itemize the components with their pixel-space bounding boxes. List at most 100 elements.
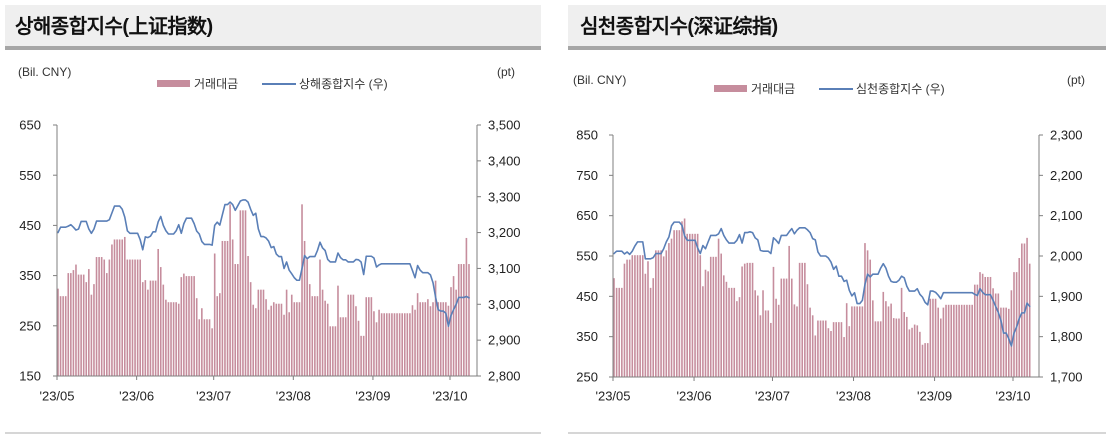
bar <box>108 259 111 376</box>
bar <box>1028 263 1031 377</box>
x-axis-tick-label: '23/07 <box>755 389 790 404</box>
bar <box>455 289 457 376</box>
bar <box>301 204 303 376</box>
bar <box>945 304 947 377</box>
bar <box>195 298 198 376</box>
bar <box>131 259 134 376</box>
bar <box>1002 307 1005 377</box>
x-axis-tick-label: '23/05 <box>595 389 630 404</box>
x-axis-tick-label: '23/08 <box>836 389 871 404</box>
bar <box>992 288 994 377</box>
bar <box>733 287 736 377</box>
bar <box>72 270 75 376</box>
bar-swatch-icon <box>714 85 747 92</box>
bar <box>843 337 845 377</box>
bar <box>777 304 780 377</box>
bar <box>681 221 683 377</box>
x-axis-tick-label: '23/08 <box>276 389 311 404</box>
bar <box>877 321 879 377</box>
bar <box>421 302 424 376</box>
bar <box>1026 237 1028 377</box>
bar <box>314 296 316 376</box>
bar <box>141 282 144 376</box>
bar <box>702 286 704 377</box>
bar <box>973 284 976 377</box>
bar <box>298 302 301 376</box>
bar <box>809 307 811 377</box>
x-axis-tick-label: '23/10 <box>432 389 467 404</box>
right-axis-tick-label: 3,200 <box>488 225 521 240</box>
bottom-divider <box>5 432 541 434</box>
x-axis-tick-label: '23/10 <box>995 389 1030 404</box>
bar <box>741 266 743 377</box>
bar <box>657 250 660 377</box>
bar <box>157 248 159 376</box>
bar <box>62 296 64 376</box>
bar <box>838 322 840 377</box>
bar <box>775 298 777 377</box>
bar <box>401 313 403 376</box>
x-axis-tick-label: '23/07 <box>196 389 231 404</box>
bar <box>445 302 447 376</box>
bar <box>958 304 960 377</box>
plot-area: 650 550 450 350 250 150 3,500 3,400 3,300 3,200 3,… <box>19 118 521 404</box>
bar <box>756 295 759 377</box>
bar <box>172 302 175 376</box>
bar <box>321 289 324 376</box>
bar <box>720 253 722 377</box>
bar <box>293 302 296 376</box>
bar <box>373 311 375 376</box>
bar <box>93 284 95 376</box>
bar <box>450 287 452 376</box>
bar <box>798 262 801 377</box>
bar <box>989 276 992 377</box>
bar <box>979 272 981 377</box>
bar <box>649 287 652 377</box>
bar <box>285 289 288 376</box>
left-axis-tick-label: 350 <box>19 268 41 283</box>
bar <box>845 303 848 377</box>
left-axis-tick-label: 250 <box>19 318 41 333</box>
right-axis-tick-label: 3,400 <box>488 153 521 168</box>
bar <box>725 281 728 377</box>
bar <box>368 297 370 376</box>
bar <box>1005 307 1007 377</box>
bar <box>665 250 668 377</box>
bar <box>403 313 406 376</box>
bar <box>329 326 332 376</box>
bar <box>764 310 767 377</box>
bar <box>953 304 955 377</box>
bar <box>767 310 770 377</box>
bar <box>319 259 321 376</box>
bar <box>339 317 342 376</box>
bar-series-trading-value <box>613 218 1031 377</box>
bar <box>754 290 756 377</box>
bar <box>411 305 414 376</box>
bar <box>398 313 401 376</box>
bar <box>149 280 152 376</box>
bar <box>1021 243 1023 377</box>
bar <box>709 256 712 377</box>
legend-label: 상해종합지수 (우) <box>299 77 388 91</box>
bar <box>64 296 67 376</box>
bar <box>239 210 242 376</box>
bar <box>652 278 655 377</box>
bar <box>686 233 688 377</box>
title-underline <box>568 46 1106 50</box>
left-axis-unit-label: (Bil. CNY) <box>18 65 72 79</box>
bar <box>691 233 694 377</box>
bar <box>806 284 809 377</box>
bar <box>288 312 290 376</box>
right-axis-tick-label: 2,000 <box>1050 249 1083 264</box>
left-axis-tick-label: 550 <box>19 168 41 183</box>
bar <box>180 277 183 376</box>
bar <box>391 313 393 376</box>
bar <box>280 303 283 376</box>
bar <box>911 327 913 377</box>
bar <box>82 274 85 376</box>
bar <box>704 269 707 377</box>
bar <box>80 274 82 376</box>
bar <box>613 278 615 377</box>
bar <box>1007 308 1010 377</box>
bar <box>468 264 470 376</box>
